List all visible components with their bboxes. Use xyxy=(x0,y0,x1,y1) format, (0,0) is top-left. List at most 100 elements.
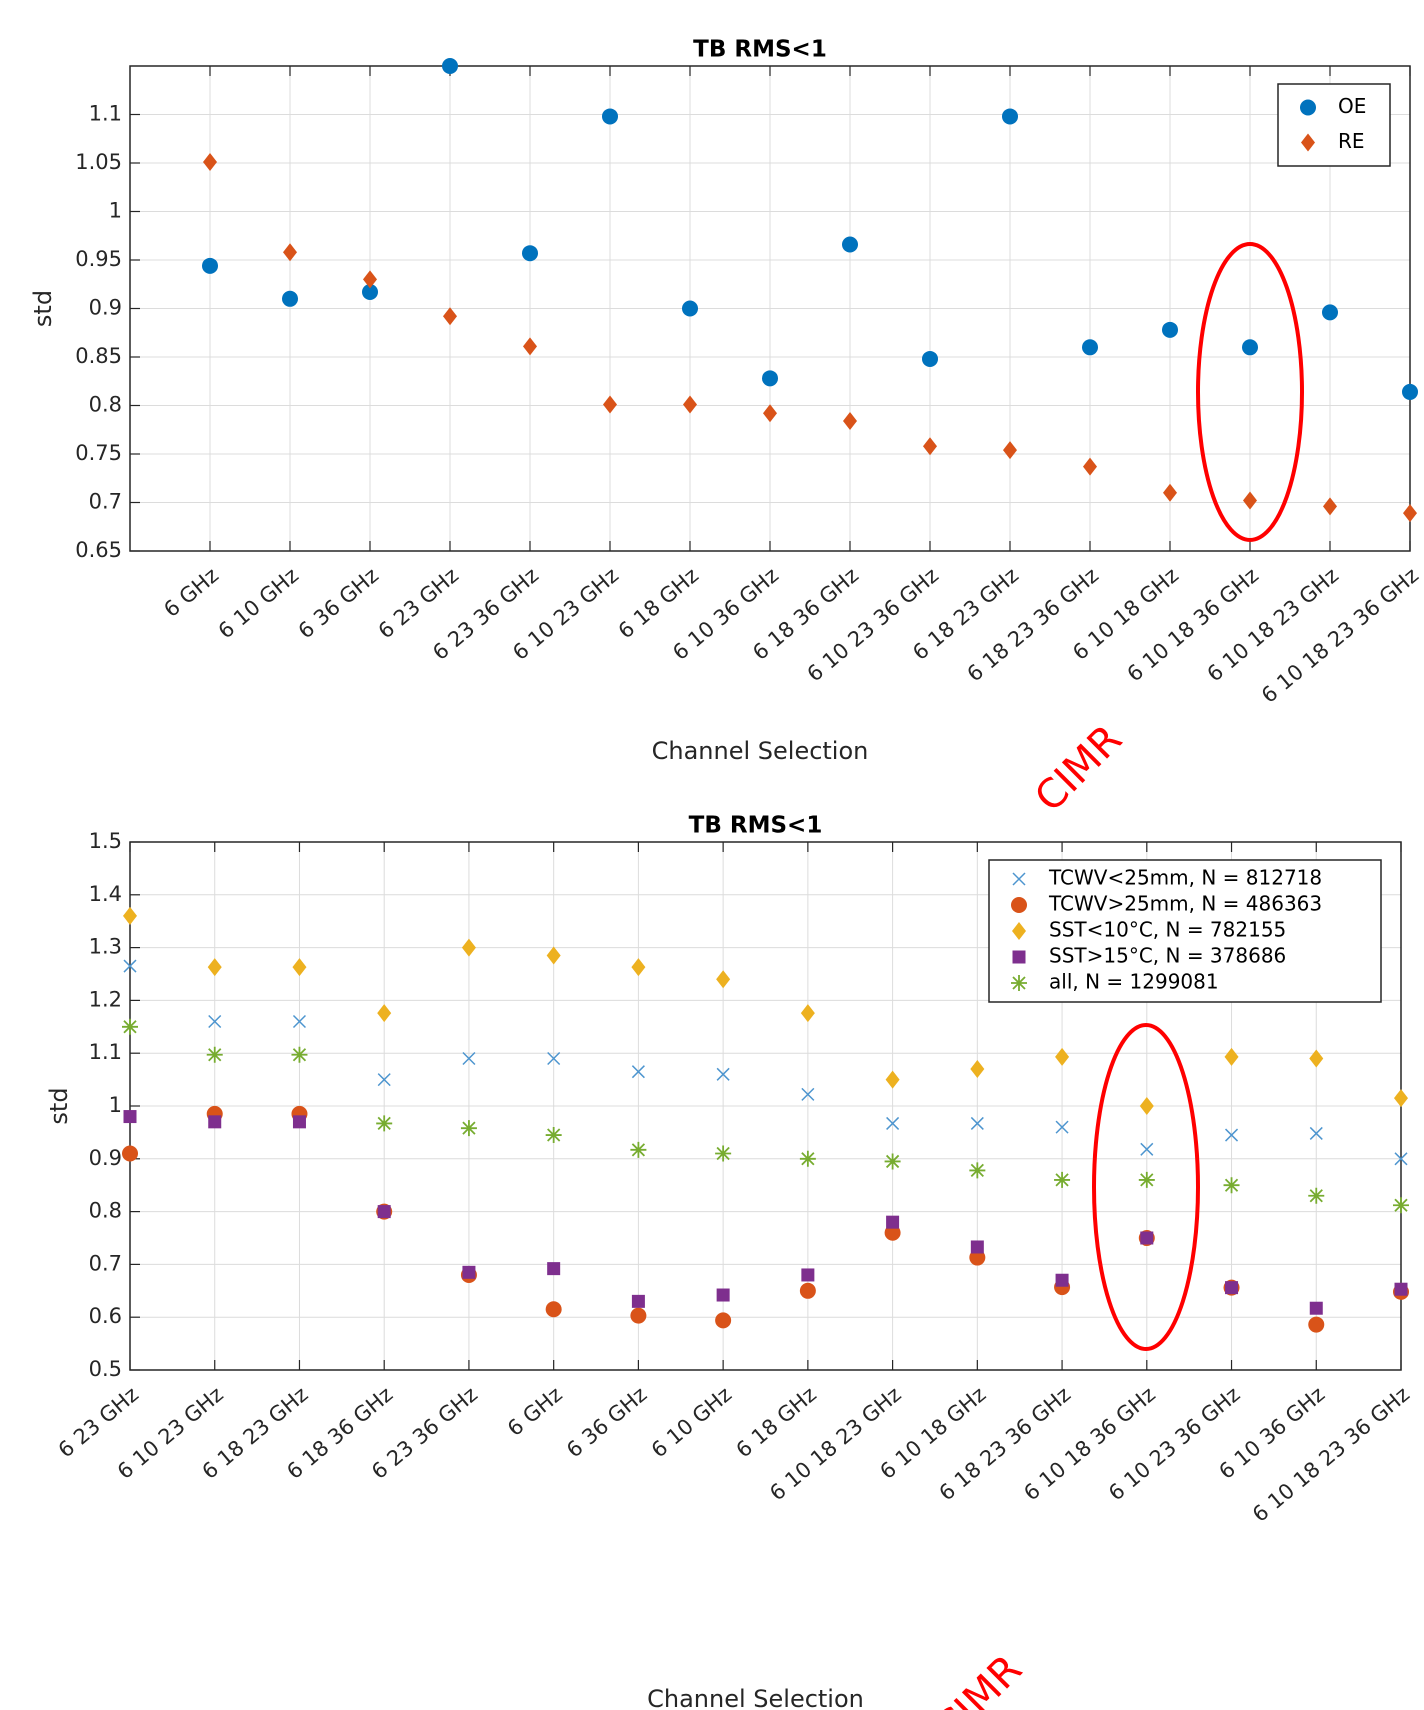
marker xyxy=(377,1073,391,1087)
marker xyxy=(801,1087,815,1101)
marker xyxy=(1393,1197,1409,1214)
marker xyxy=(207,958,222,977)
marker xyxy=(631,958,646,977)
marker xyxy=(683,395,697,414)
marker xyxy=(799,1282,816,1299)
marker xyxy=(1012,922,1026,940)
y-tick-label: 0.6 xyxy=(89,1304,122,1328)
marker xyxy=(1394,1282,1408,1296)
marker xyxy=(377,1205,391,1219)
marker xyxy=(1308,1187,1325,1204)
marker xyxy=(885,1070,900,1089)
y-tick-label: 1 xyxy=(109,1093,122,1117)
x-axis-label: Channel Selection xyxy=(647,1685,864,1710)
annotation: CIMR xyxy=(1026,716,1131,821)
marker xyxy=(884,1153,901,1170)
marker xyxy=(1140,1231,1154,1245)
marker xyxy=(1402,383,1418,400)
marker xyxy=(603,395,617,414)
marker xyxy=(208,1115,222,1129)
legend-label: TCWV<25mm, N = 812718 xyxy=(1048,866,1322,890)
marker xyxy=(442,58,458,74)
marker xyxy=(762,370,778,387)
marker xyxy=(1309,1049,1324,1068)
marker xyxy=(1308,1316,1325,1333)
x-tick-label: 6 10 18 23 36 GHz xyxy=(1257,563,1423,708)
x-tick-label: 6 36 GHz xyxy=(562,1382,651,1462)
marker xyxy=(602,108,618,125)
x-tick-label: 6 GHz xyxy=(159,563,223,622)
y-tick-label: 0.9 xyxy=(89,296,122,320)
y-tick-label: 0.7 xyxy=(89,1251,122,1275)
marker xyxy=(970,1116,984,1130)
marker xyxy=(922,350,938,367)
marker xyxy=(291,1046,308,1063)
marker xyxy=(716,1288,730,1302)
marker xyxy=(462,1051,476,1066)
marker xyxy=(523,337,537,356)
y-tick-label: 0.5 xyxy=(89,1357,122,1381)
marker xyxy=(122,1145,138,1162)
legend-label: TCWV>25mm, N = 486363 xyxy=(1048,892,1322,916)
marker xyxy=(1224,1047,1239,1066)
marker xyxy=(1011,975,1027,991)
marker xyxy=(462,1265,476,1279)
y-tick-label: 1.1 xyxy=(89,102,122,126)
marker xyxy=(1300,99,1316,116)
y-tick-label: 0.9 xyxy=(89,1146,122,1170)
y-tick-label: 0.65 xyxy=(75,538,122,562)
marker xyxy=(376,1115,393,1132)
y-tick-label: 0.75 xyxy=(75,441,122,465)
legend-label: all, N = 1299081 xyxy=(1049,970,1219,994)
marker xyxy=(631,1294,645,1308)
marker xyxy=(123,906,137,925)
marker xyxy=(970,1240,984,1254)
marker xyxy=(1403,504,1417,523)
y-tick-label: 1.4 xyxy=(89,882,122,906)
y-tick-label: 1 xyxy=(109,199,122,223)
marker xyxy=(715,1312,732,1329)
x-tick-label: 6 36 GHz xyxy=(294,563,383,643)
chart-title: TB RMS<1 xyxy=(693,37,827,63)
marker xyxy=(522,245,538,262)
marker xyxy=(443,307,457,326)
marker xyxy=(1139,1097,1154,1115)
marker xyxy=(800,1004,815,1023)
y-tick-label: 0.8 xyxy=(89,393,122,417)
marker xyxy=(1163,483,1177,502)
marker xyxy=(1309,1301,1323,1315)
marker xyxy=(630,1141,647,1158)
marker xyxy=(1002,108,1018,125)
marker xyxy=(203,153,217,172)
marker xyxy=(1223,1177,1240,1194)
marker xyxy=(362,284,378,301)
marker xyxy=(843,412,857,431)
y-tick-label: 1.3 xyxy=(89,935,122,959)
y-tick-label: 1.1 xyxy=(89,1040,122,1064)
highlight-ellipse xyxy=(1196,242,1304,542)
marker xyxy=(715,1145,732,1162)
marker xyxy=(1055,1047,1070,1066)
marker xyxy=(923,437,937,456)
marker xyxy=(631,1065,645,1079)
marker xyxy=(716,970,731,989)
marker xyxy=(842,236,858,253)
marker xyxy=(461,938,476,957)
marker xyxy=(282,290,298,307)
x-tick-label: 6 10 GHz xyxy=(214,563,303,643)
chart-title: TB RMS<1 xyxy=(689,813,823,839)
marker xyxy=(206,1046,223,1063)
marker xyxy=(460,1120,477,1137)
marker xyxy=(799,1150,816,1167)
marker xyxy=(1054,1171,1071,1188)
marker xyxy=(1242,339,1258,356)
marker xyxy=(545,1301,562,1318)
marker xyxy=(1323,497,1337,516)
marker xyxy=(1012,950,1026,964)
marker xyxy=(1322,304,1338,321)
legend-box xyxy=(988,859,1382,1003)
chart: 0.50.60.70.80.911.11.21.31.41.56 23 GHz6… xyxy=(45,813,1414,1710)
marker xyxy=(1011,897,1027,913)
